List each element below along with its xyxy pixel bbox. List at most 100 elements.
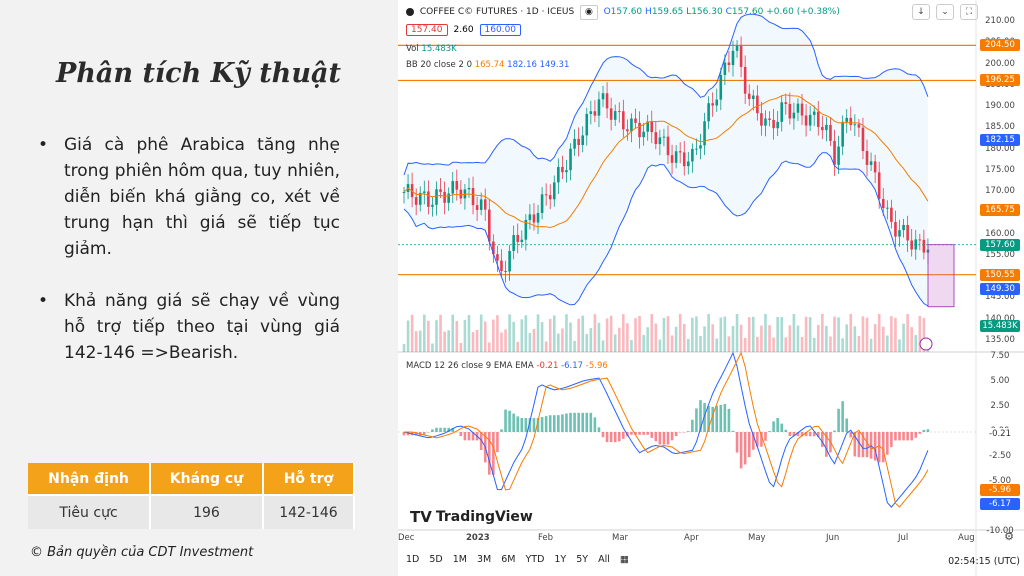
macd-histogram-bar bbox=[857, 432, 861, 458]
candle-body bbox=[569, 148, 572, 171]
volume-bar bbox=[707, 314, 710, 352]
sell-price[interactable]: 157.40 bbox=[406, 24, 448, 36]
price-axis-label: 180.00 bbox=[985, 143, 1015, 154]
macd-histogram-bar bbox=[512, 413, 515, 432]
macd-axis-label: 5.00 bbox=[990, 376, 1010, 386]
volume-bar bbox=[508, 314, 511, 352]
volume-bar bbox=[857, 336, 861, 352]
bb-basis: 165.74 bbox=[474, 60, 505, 70]
macd-histogram-bar bbox=[650, 432, 654, 438]
candle-body bbox=[536, 213, 540, 223]
candle-body bbox=[565, 170, 568, 173]
candle-body bbox=[711, 103, 714, 106]
buy-price[interactable]: 160.00 bbox=[479, 24, 522, 36]
tf-3m[interactable]: 3M bbox=[476, 554, 492, 565]
bb-basis-line bbox=[403, 94, 929, 229]
time-axis-label: Mar bbox=[612, 533, 629, 543]
volume-bar bbox=[881, 326, 885, 352]
bb-indicator-label[interactable]: BB 20 close 2 0 165.74 182.16 149.31 bbox=[406, 60, 569, 70]
macd-histogram-bar bbox=[776, 418, 779, 432]
table-header: Hỗ trợ bbox=[262, 463, 356, 495]
candle-body bbox=[512, 234, 515, 251]
ohlc-close: 157.60 bbox=[731, 7, 764, 17]
candle-body bbox=[796, 103, 800, 113]
volume-bar bbox=[776, 317, 779, 352]
arrow-down-icon[interactable]: ↓ bbox=[912, 4, 930, 20]
macd-histogram-bar bbox=[695, 408, 698, 432]
macd-histogram-bar bbox=[585, 412, 589, 432]
macd-histogram-bar bbox=[479, 432, 483, 451]
macd-histogram-bar bbox=[634, 432, 637, 435]
macd-histogram-bar bbox=[439, 427, 442, 432]
volume-bar bbox=[642, 334, 645, 352]
candle-body bbox=[687, 161, 690, 167]
macd-histogram-bar bbox=[735, 432, 739, 453]
tf-1y[interactable]: 1Y bbox=[554, 554, 567, 565]
candle-body bbox=[475, 205, 479, 210]
volume-indicator-label[interactable]: Vol 15.483K bbox=[406, 44, 457, 54]
volume-bar bbox=[808, 317, 812, 352]
volume-bar bbox=[435, 320, 438, 352]
candle-body bbox=[605, 93, 609, 109]
tf-5y[interactable]: 5Y bbox=[576, 554, 589, 565]
tf-all[interactable]: All bbox=[598, 554, 610, 565]
alert-icon bbox=[919, 337, 933, 351]
candle-body bbox=[703, 121, 706, 146]
tf-5d[interactable]: 5D bbox=[429, 554, 443, 565]
macd-histogram-bar bbox=[841, 401, 844, 432]
macd-histogram-bar bbox=[751, 432, 755, 450]
macd-histogram-bar bbox=[881, 432, 885, 463]
symbol-title[interactable]: COFFEE C© FUTURES · 1D · ICEUS bbox=[419, 7, 575, 17]
ohlc-close-label: C bbox=[725, 7, 732, 17]
macd-histogram-bar bbox=[922, 429, 926, 432]
tradingview-chart[interactable]: COFFEE C© FUTURES · 1D · ICEUS ◉ O157.60… bbox=[398, 0, 1024, 576]
ohlc-open: 157.60 bbox=[610, 7, 643, 17]
volume-bar bbox=[747, 317, 751, 352]
bb-upper: 182.16 bbox=[507, 60, 537, 70]
candle-body bbox=[894, 221, 897, 237]
candle-body bbox=[431, 204, 434, 207]
time-axis-label: Apr bbox=[684, 533, 699, 543]
buy-sell-panel: 157.40 2.60 160.00 bbox=[406, 24, 522, 36]
tf-1d[interactable]: 1D bbox=[406, 554, 420, 565]
macd-histogram-bar bbox=[573, 412, 576, 432]
candle-body bbox=[873, 161, 877, 173]
settings-icon[interactable]: ⚙ bbox=[1004, 530, 1014, 543]
volume-bar bbox=[423, 314, 426, 352]
tf-6m[interactable]: 6M bbox=[501, 554, 516, 565]
tradingview-logo: 𝗧𝗩 TradingView bbox=[410, 508, 533, 526]
tf-ytd[interactable]: YTD bbox=[525, 554, 545, 565]
macd-hist-value: -0.21 bbox=[536, 361, 559, 371]
candle-body bbox=[573, 138, 576, 149]
macd-histogram-bar bbox=[508, 410, 511, 432]
candle-body bbox=[914, 239, 918, 250]
macd-histogram-bar bbox=[443, 427, 446, 432]
calendar-range-icon[interactable]: ▦ bbox=[619, 554, 629, 565]
bullet-dot: • bbox=[38, 135, 49, 155]
volume-bar bbox=[585, 333, 589, 352]
tf-1m[interactable]: 1M bbox=[452, 554, 467, 565]
slide-text-panel: Phân tích Kỹ thuật • Giá cà phê Arabica t… bbox=[0, 0, 398, 576]
candle-body bbox=[792, 112, 796, 119]
macd-line bbox=[403, 351, 929, 508]
collapse-icon[interactable]: ⌄ bbox=[936, 4, 954, 20]
volume-bar bbox=[581, 315, 585, 352]
volume-bar bbox=[825, 325, 828, 352]
macd-histogram-bar bbox=[837, 408, 840, 432]
volume-bar bbox=[589, 328, 593, 352]
volume-bar bbox=[418, 330, 422, 352]
volume-bar bbox=[719, 317, 723, 352]
volume-bar bbox=[654, 323, 658, 352]
candle-body bbox=[886, 207, 889, 209]
volume-bar bbox=[784, 337, 788, 352]
volume-bar bbox=[792, 314, 796, 352]
eye-icon[interactable]: ◉ bbox=[579, 5, 598, 20]
macd-histogram-bar bbox=[455, 431, 459, 433]
macd-histogram-bar bbox=[687, 431, 690, 432]
macd-histogram-bar bbox=[601, 432, 605, 438]
macd-indicator-label[interactable]: MACD 12 26 close 9 EMA EMA -0.21 -6.17 -… bbox=[406, 361, 608, 371]
fullscreen-icon[interactable]: ⛶ bbox=[960, 4, 978, 20]
chart-canvas[interactable] bbox=[398, 0, 1024, 576]
candle-body bbox=[516, 234, 520, 243]
utc-clock[interactable]: 02:54:15 (UTC) bbox=[948, 556, 1020, 567]
